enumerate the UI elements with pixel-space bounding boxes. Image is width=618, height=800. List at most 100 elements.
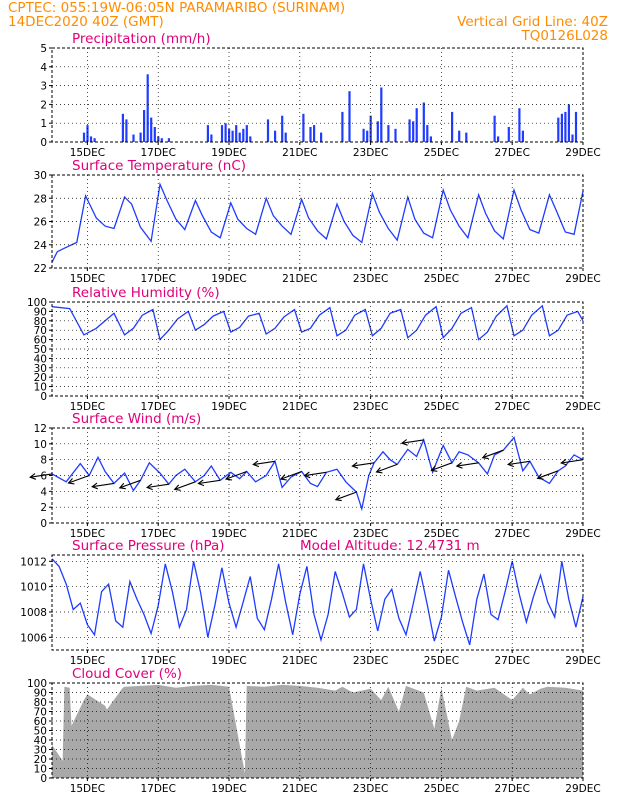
x-tick-label: 15DEC xyxy=(70,273,105,285)
x-tick-label: 19DEC xyxy=(211,273,246,285)
wind-vector xyxy=(352,462,375,467)
y-tick-label: 10 xyxy=(34,439,47,451)
x-tick-label: 15DEC xyxy=(70,783,105,795)
y-tick-label: 0 xyxy=(40,773,47,785)
precip-bar xyxy=(125,119,128,142)
x-tick-label: 23DEC xyxy=(353,147,388,159)
precip-bar xyxy=(560,113,563,142)
wind-vector-head xyxy=(334,494,342,502)
precip-bar xyxy=(518,108,521,142)
wind-vector-head xyxy=(481,452,489,460)
wind-vector xyxy=(119,479,141,489)
precip-bar xyxy=(245,125,248,142)
y-tick-label: 0 xyxy=(40,391,47,403)
precip-bar xyxy=(235,125,238,142)
x-tick-label: 19DEC xyxy=(211,147,246,159)
humidity-series-line xyxy=(51,304,584,341)
precip-bar xyxy=(274,130,277,142)
precip-bar xyxy=(422,102,425,142)
y-tick-label: 6 xyxy=(40,471,47,483)
precip-bar xyxy=(150,117,153,142)
y-tick-label: 40 xyxy=(34,353,47,365)
precip-bar xyxy=(206,125,209,142)
precip-bar xyxy=(493,115,496,142)
precip-bar xyxy=(465,132,468,142)
y-tick-label: 1012 xyxy=(20,556,47,568)
wind-vector xyxy=(147,483,169,489)
x-tick-label: 29DEC xyxy=(565,655,600,667)
temperature-series-line xyxy=(51,181,584,263)
x-tick-label: 19DEC xyxy=(211,655,246,667)
y-tick-label: 5 xyxy=(40,43,47,55)
precip-bar xyxy=(139,132,142,142)
x-tick-label: 25DEC xyxy=(424,783,459,795)
y-tick-label: 30 xyxy=(34,170,47,182)
x-tick-label: 29DEC xyxy=(565,783,600,795)
precip-bar xyxy=(574,111,578,142)
wind-title: Surface Wind (m/s) xyxy=(72,411,201,427)
x-tick-label: 17DEC xyxy=(140,401,175,413)
precip-bar xyxy=(366,130,369,142)
precip-bar xyxy=(82,132,86,142)
precipitation-frame xyxy=(51,47,584,143)
x-tick-label: 29DEC xyxy=(565,147,600,159)
wind-vector xyxy=(482,449,504,459)
precip-bar xyxy=(167,138,170,142)
humidity-panel: Relative Humidity (%) 0102030405060708090… xyxy=(27,285,601,413)
x-tick-label: 25DEC xyxy=(424,401,459,413)
wind-vector xyxy=(174,481,196,490)
precip-bar xyxy=(429,136,432,142)
precip-bar xyxy=(302,113,305,142)
x-tick-label: 21DEC xyxy=(282,528,317,540)
wind-vector-head xyxy=(118,482,126,490)
pressure-series-line xyxy=(51,558,584,646)
y-tick-label: 1008 xyxy=(20,607,47,619)
precip-bar xyxy=(146,74,149,142)
precip-bar xyxy=(426,125,429,142)
wind-vector-head xyxy=(197,479,205,487)
precip-bar xyxy=(521,130,524,142)
wind-vector-head xyxy=(91,482,98,490)
x-tick-label: 17DEC xyxy=(140,147,175,159)
x-tick-label: 17DEC xyxy=(140,273,175,285)
precip-bar xyxy=(93,138,96,142)
y-tick-label: 1010 xyxy=(20,582,47,594)
x-tick-label: 25DEC xyxy=(424,147,459,159)
x-tick-label: 27DEC xyxy=(494,273,529,285)
x-tick-label: 23DEC xyxy=(353,528,388,540)
wind-vector-head xyxy=(173,484,181,491)
y-tick-label: 4 xyxy=(40,62,47,74)
precip-bar xyxy=(408,119,411,142)
y-tick-label: 90 xyxy=(34,688,47,700)
x-tick-label: 19DEC xyxy=(211,783,246,795)
pressure-panel: Surface Pressure (hPa) Model Altitude: 12… xyxy=(20,538,600,667)
y-tick-label: 50 xyxy=(34,344,47,356)
x-tick-label: 15DEC xyxy=(70,528,105,540)
cloud-cover-frame xyxy=(51,682,584,779)
y-tick-label: 1006 xyxy=(20,632,47,644)
precip-bar xyxy=(497,136,500,142)
vertical-grid-label: Vertical Grid Line: 40Z xyxy=(457,14,608,30)
precip-bar xyxy=(571,134,574,142)
precip-bar xyxy=(458,130,461,142)
x-tick-label: 15DEC xyxy=(70,401,105,413)
precip-bar xyxy=(284,132,287,142)
y-tick-label: 90 xyxy=(34,306,47,318)
wind-vector-head xyxy=(560,458,568,466)
precip-bar xyxy=(249,136,252,142)
y-tick-label: 30 xyxy=(34,363,47,375)
precip-bar xyxy=(313,125,316,142)
x-tick-label: 17DEC xyxy=(140,783,175,795)
wind-vector-head xyxy=(506,460,514,468)
x-tick-label: 27DEC xyxy=(494,655,529,667)
humidity-title: Relative Humidity (%) xyxy=(72,285,220,301)
y-tick-label: 60 xyxy=(34,335,47,347)
precip-bar xyxy=(320,132,323,142)
x-tick-label: 23DEC xyxy=(353,783,388,795)
wind-vector xyxy=(508,460,530,466)
y-tick-label: 0 xyxy=(40,137,47,149)
y-tick-label: 28 xyxy=(34,193,47,205)
wind-vector xyxy=(30,473,53,478)
precip-bar xyxy=(451,111,454,142)
precip-bar xyxy=(341,111,344,142)
